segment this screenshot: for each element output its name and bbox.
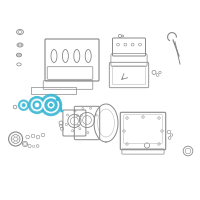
Circle shape <box>20 102 27 108</box>
Circle shape <box>33 101 41 109</box>
Circle shape <box>49 103 53 107</box>
Circle shape <box>31 99 43 111</box>
Circle shape <box>43 97 59 113</box>
Circle shape <box>29 97 45 113</box>
Circle shape <box>22 104 25 107</box>
Circle shape <box>56 97 60 101</box>
Circle shape <box>35 103 39 107</box>
Circle shape <box>18 100 29 110</box>
Circle shape <box>48 102 54 108</box>
Circle shape <box>45 99 57 111</box>
Circle shape <box>41 95 61 115</box>
